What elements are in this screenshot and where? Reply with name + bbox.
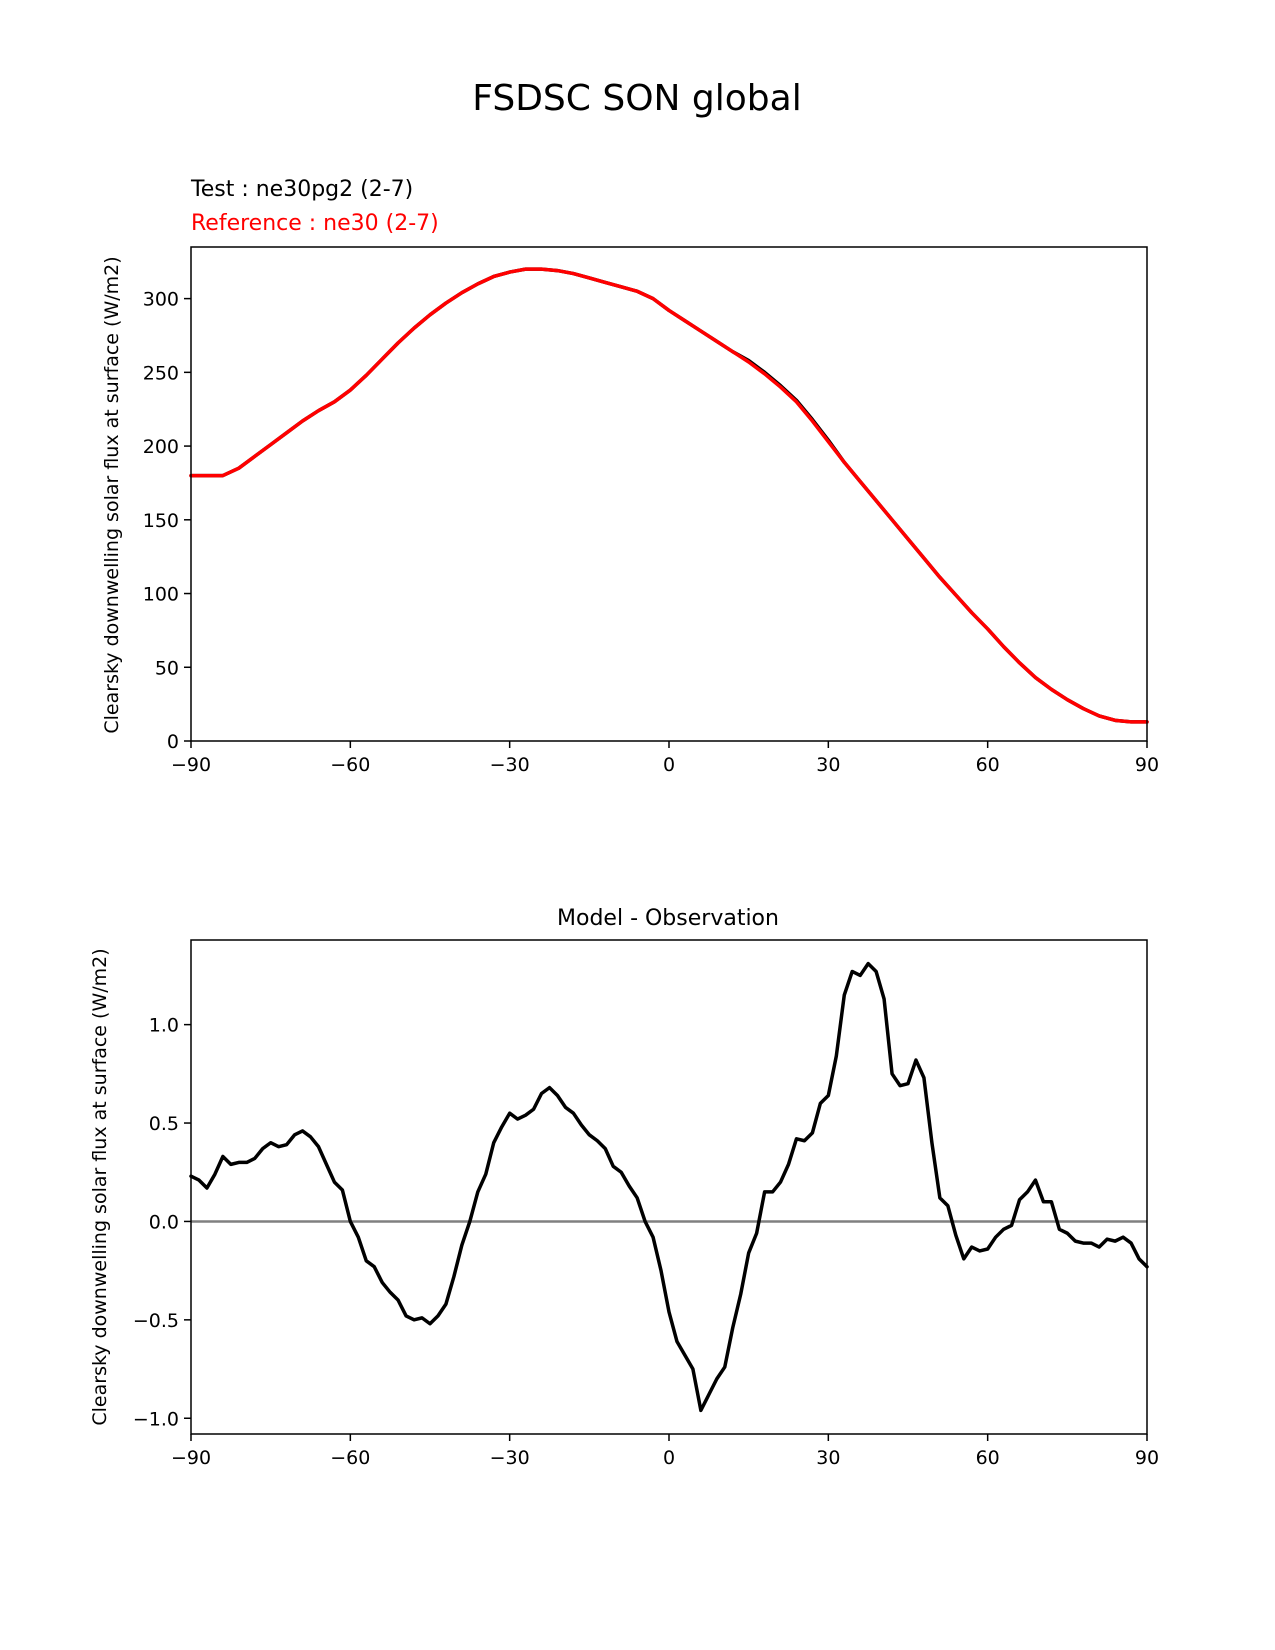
top-xtick-label: 30 [816, 754, 840, 776]
top-ytick-label: 200 [143, 436, 179, 458]
top-xtick-label: 60 [976, 754, 1000, 776]
top-xtick-label: 0 [663, 754, 675, 776]
top-ytick-label: 100 [143, 584, 179, 606]
bottom-xtick-label: 30 [816, 1447, 840, 1469]
top-xtick-label: −60 [330, 754, 370, 776]
bottom-series-line [189, 961, 1149, 1413]
bottom-ytick-label: 1.0 [149, 1015, 179, 1037]
bottom-ytick-label: −0.5 [133, 1310, 179, 1332]
bottom-xtick-label: 0 [663, 1447, 675, 1469]
top-ytick-label: 50 [155, 657, 179, 679]
top-ylabel: Clearsky downwelling solar flux at surfa… [101, 256, 123, 733]
bottom-chart-title: Model - Observation [557, 906, 779, 931]
bottom-xtick-label: 60 [976, 1447, 1000, 1469]
bottom-xtick-label: −90 [171, 1447, 211, 1469]
top-chart: Test : ne30pg2 (2-7) Reference : ne30 (2… [101, 177, 1159, 776]
bottom-xtick-label: −30 [490, 1447, 530, 1469]
top-axes-frame [190, 246, 1148, 742]
bottom-xtick-label: −60 [330, 1447, 370, 1469]
top-ytick-label: 300 [143, 289, 179, 311]
bottom-ytick-label: 0.5 [149, 1113, 179, 1135]
bottom-ytick-label: 0.0 [149, 1211, 179, 1233]
legend-reference-label: Reference : ne30 (2-7) [191, 211, 439, 236]
bottom-chart: Model - Observation Clearsky downwelling… [89, 906, 1159, 1469]
top-xtick-label: −30 [490, 754, 530, 776]
bottom-axes-frame [190, 939, 1148, 1435]
figure-title: FSDSC SON global [472, 78, 801, 119]
top-xtick-label: 90 [1135, 754, 1159, 776]
bottom-xtick-label: 90 [1135, 1447, 1159, 1469]
top-ytick-label: 0 [167, 731, 179, 753]
top-ytick-label: 250 [143, 362, 179, 384]
top-series-test-line [189, 267, 1149, 724]
bottom-ytick-label: −1.0 [133, 1408, 179, 1430]
top-series-reference-line [189, 267, 1149, 724]
top-xtick-label: −90 [171, 754, 211, 776]
bottom-ylabel: Clearsky downwelling solar flux at surfa… [89, 948, 111, 1425]
legend-test-label: Test : ne30pg2 (2-7) [190, 177, 413, 202]
top-ytick-label: 150 [143, 510, 179, 532]
